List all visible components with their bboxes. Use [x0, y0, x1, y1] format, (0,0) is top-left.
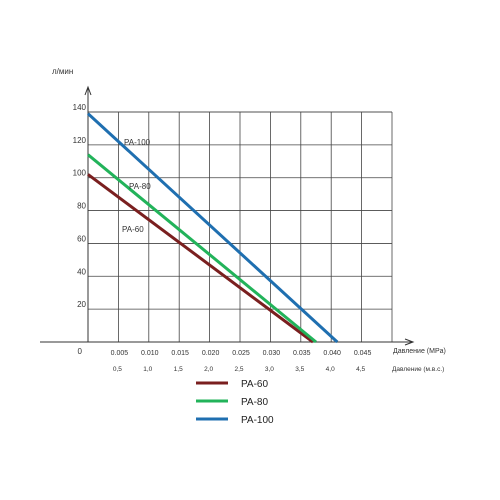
y-tick-label: 100 — [73, 169, 87, 178]
x2-tick-label: 0,5 — [113, 366, 122, 373]
series-line-pa-60 — [87, 173, 314, 344]
x2-axis-label: Давление (м.в.с.) — [392, 366, 444, 373]
series-line-pa-100 — [86, 112, 339, 344]
axes — [40, 85, 415, 346]
y-tick-label: 120 — [73, 136, 87, 145]
x-tick-label: 0.040 — [323, 350, 341, 357]
x2-tick-label: 2,0 — [204, 366, 213, 373]
x2-tick-label: 1,5 — [174, 366, 183, 373]
x-tick-label: 0.020 — [202, 350, 220, 357]
legend-label-pa-80: PA-80 — [241, 397, 268, 408]
series-lines — [86, 112, 339, 344]
series-label-pa-80: PA-80 — [129, 182, 151, 191]
series-labels: PA-60 PA-80 PA-100 — [122, 138, 151, 234]
x-tick-label: 0.010 — [141, 350, 159, 357]
y-axis-arrow — [84, 85, 92, 96]
x2-tick-label: 1,0 — [143, 366, 152, 373]
y-tick-label: 20 — [77, 300, 86, 309]
x2-tick-label: 2,5 — [234, 366, 243, 373]
x-tick-label: 0.045 — [354, 350, 372, 357]
legend: PA-60 PA-80 PA-100 — [196, 379, 274, 426]
series-label-pa-60: PA-60 — [122, 225, 144, 234]
y-tick-label: 140 — [73, 103, 87, 112]
x2-tick-label: 3,0 — [265, 366, 274, 373]
series-label-pa-100: PA-100 — [124, 138, 151, 147]
x-tick-label: 0.035 — [293, 350, 311, 357]
x2-tick-label: 4,0 — [326, 366, 335, 373]
x-tick-label: 0.015 — [171, 350, 189, 357]
x-tick-label: 0.005 — [111, 350, 129, 357]
x-axis-label: Давление (MPa) — [393, 348, 446, 355]
y-axis-label: л/мин — [52, 67, 73, 76]
x2-tick-label: 4,5 — [356, 366, 365, 373]
tick-labels: 0 20 40 60 80 100 120 140 0.005 0.010 0.015 0.020 0.… — [73, 103, 372, 373]
y-tick-label: 60 — [77, 234, 86, 243]
y-tick-label: 80 — [77, 202, 86, 211]
y-tick-label: 0 — [78, 347, 83, 356]
x-axis-arrow — [404, 338, 415, 346]
legend-label-pa-60: PA-60 — [241, 379, 268, 390]
y-tick-label: 40 — [77, 267, 86, 276]
grid — [88, 111, 393, 342]
x-tick-label: 0.025 — [232, 350, 250, 357]
x2-tick-label: 3,5 — [295, 366, 304, 373]
series-line-pa-80 — [87, 153, 317, 344]
x-tick-label: 0.030 — [263, 350, 281, 357]
legend-label-pa-100: PA-100 — [241, 415, 274, 426]
